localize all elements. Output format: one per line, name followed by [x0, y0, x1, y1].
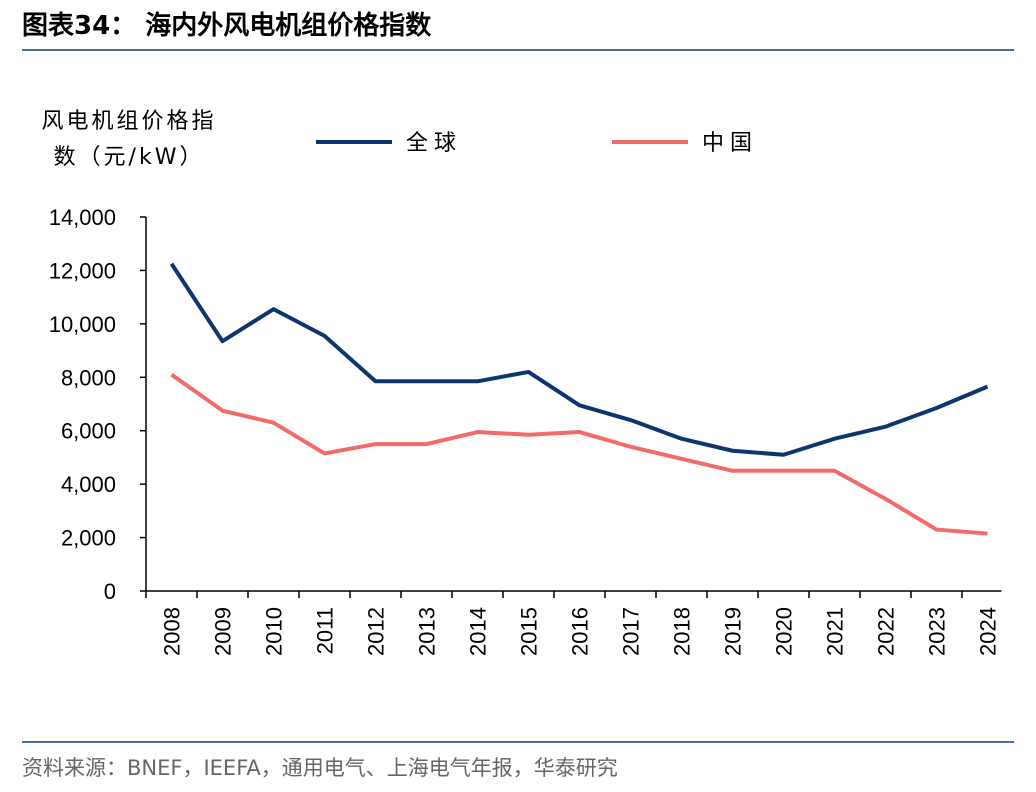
y-axis-title: 风电机组价格指数（元/kW） [41, 109, 217, 170]
x-tick-label: 2014 [466, 607, 491, 656]
y-tick-label: 6,000 [61, 419, 116, 444]
y-tick-label: 0 [104, 579, 116, 604]
series-line [169, 262, 989, 457]
x-tick-label: 2017 [619, 607, 644, 656]
y-tick-label: 10,000 [49, 312, 116, 337]
x-tick-label: 2023 [925, 607, 950, 656]
chart-title: 图表34： 海内外风电机组价格指数 [22, 10, 432, 41]
series-line [170, 372, 988, 536]
legend-label: 全球 [406, 131, 462, 156]
y-tick-label: 12,000 [49, 258, 116, 283]
source-note: 资料来源：BNEF，IEEFA，通用电气、上海电气年报，华泰研究 [22, 756, 618, 780]
x-tick-label: 2012 [364, 607, 389, 656]
x-tick-label: 2019 [721, 607, 746, 656]
x-tick-label: 2018 [670, 607, 695, 656]
x-tick-label: 2022 [874, 607, 899, 656]
x-tick-label: 2020 [772, 607, 797, 656]
y-tick-label: 4,000 [61, 472, 116, 497]
x-tick-label: 2010 [262, 607, 287, 656]
x-tick-label: 2015 [517, 607, 542, 656]
x-tick-label: 2011 [313, 607, 338, 654]
x-tick-label: 2008 [160, 607, 185, 656]
x-tick-label: 2009 [211, 607, 236, 656]
y-tick-label: 8,000 [61, 365, 116, 390]
x-tick-label: 2024 [976, 607, 1001, 656]
y-tick-label: 2,000 [61, 526, 116, 551]
y-tick-label: 14,000 [49, 205, 116, 230]
legend-label: 中国 [702, 131, 758, 156]
x-tick-label: 2016 [568, 607, 593, 656]
x-tick-label: 2021 [823, 607, 848, 656]
x-tick-label: 2013 [415, 607, 440, 656]
